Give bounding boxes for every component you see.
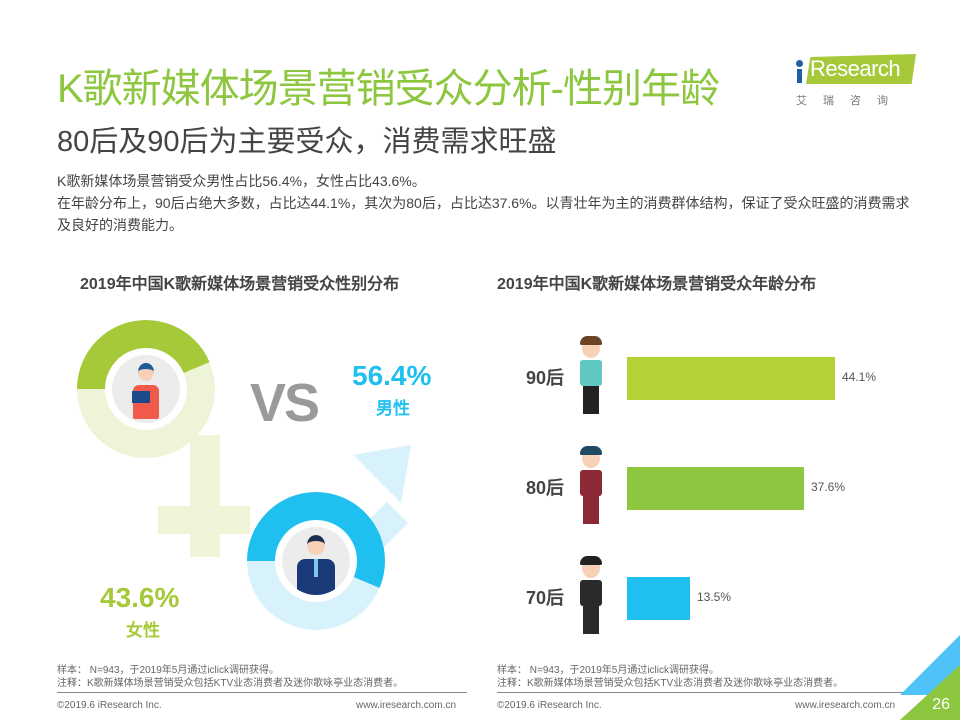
age-bar	[627, 357, 835, 400]
website-link-left[interactable]: www.iresearch.com.cn	[356, 700, 457, 711]
footnote-left: 样本： N=943，于2019年5月通过iclick调研获得。 注释：K歌新媒体…	[57, 664, 403, 690]
person-torso	[580, 470, 602, 496]
logo-text: Research	[810, 56, 901, 81]
male-avatar-icon	[282, 527, 350, 595]
logo-i-dot-icon	[796, 60, 803, 67]
male-symbol-arrow-head-icon	[352, 420, 436, 504]
person-legs	[583, 606, 599, 634]
female-percentage: 43.6%	[100, 582, 180, 613]
female-avatar-head	[138, 363, 154, 381]
age-chart: 90后 44.1% 80后 37.6% 70后 13.5%	[500, 320, 920, 640]
female-label: 女性	[126, 621, 160, 640]
male-donut	[247, 492, 385, 630]
sample-note: 样本： N=943，于2019年5月通过iclick调研获得。	[497, 665, 719, 676]
female-donut	[77, 320, 215, 458]
summary-line-gender: K歌新媒体场景营销受众男性占比56.4%，女性占比43.6%。	[57, 173, 426, 189]
corner-green-triangle	[900, 665, 960, 720]
female-symbol-stem	[190, 435, 220, 557]
age-bar-value: 37.6%	[811, 480, 846, 494]
age-bar	[627, 467, 804, 510]
age-label: 80后	[526, 478, 565, 498]
age-bar-value: 13.5%	[697, 590, 732, 604]
age-row-90s: 90后 44.1%	[500, 330, 920, 420]
age-bar-value: 44.1%	[842, 370, 877, 384]
definition-note: 注释：K歌新媒体场景营销受众包括KTV业态消费者及迷你歌咏亭业态消费者。	[57, 678, 404, 689]
person-torso	[580, 580, 602, 606]
iresearch-logo: Research 艾瑞咨询	[792, 50, 922, 110]
female-donut-hole	[105, 348, 187, 430]
age-row-80s: 80后 37.6%	[500, 440, 920, 530]
male-avatar-head	[307, 535, 325, 555]
age-bar	[627, 577, 690, 620]
person-80s-icon	[576, 446, 606, 526]
copyright-left: ©2019.6 iResearch Inc.	[57, 700, 162, 711]
definition-note: 注释：K歌新媒体场景营销受众包括KTV业态消费者及迷你歌咏亭业态消费者。	[497, 678, 844, 689]
page-title: K歌新媒体场景营销受众分析-性别年龄	[57, 67, 720, 111]
female-symbol-cross	[158, 506, 250, 534]
age-row-70s: 70后 13.5%	[500, 550, 920, 640]
male-donut-hole	[275, 520, 357, 602]
summary-text: K歌新媒体场景营销受众男性占比56.4%，女性占比43.6%。 在年龄分布上，9…	[57, 170, 917, 236]
gender-chart-title: 2019年中国K歌新媒体场景营销受众性别分布	[80, 276, 400, 293]
age-label: 70后	[526, 588, 565, 608]
footnote-right: 样本： N=943，于2019年5月通过iclick调研获得。 注释：K歌新媒体…	[497, 664, 843, 690]
vs-label: VS	[250, 373, 320, 433]
male-percentage: 56.4%	[352, 360, 432, 391]
male-avatar-tie	[314, 559, 318, 577]
age-label: 90后	[526, 368, 565, 388]
person-70s-icon	[576, 556, 606, 636]
person-legs	[583, 386, 599, 414]
person-legs	[583, 496, 599, 524]
footer-divider-left	[57, 692, 467, 693]
logo-cn-text: 艾瑞咨询	[796, 95, 904, 107]
person-torso	[580, 360, 602, 386]
age-chart-title: 2019年中国K歌新媒体场景营销受众年龄分布	[497, 276, 817, 293]
footer-divider-right	[497, 692, 907, 693]
logo-badge	[806, 54, 916, 84]
website-link-right[interactable]: www.iresearch.com.cn	[795, 700, 896, 711]
logo-i-stem-icon	[797, 69, 802, 83]
person-hair	[580, 336, 602, 345]
person-hair	[580, 446, 602, 455]
page-subtitle: 80后及90后为主要受众，消费需求旺盛	[57, 126, 557, 158]
corner-decoration: 26	[900, 635, 960, 720]
female-avatar-icon	[112, 355, 180, 423]
copyright-right: ©2019.6 iResearch Inc.	[497, 700, 602, 711]
female-avatar-tablet	[132, 391, 150, 403]
sample-note: 样本： N=943，于2019年5月通过iclick调研获得。	[57, 665, 279, 676]
summary-line-age: 在年龄分布上，90后占绝大多数，占比达44.1%，其次为80后，占比达37.6%…	[57, 195, 910, 233]
male-label: 男性	[376, 399, 410, 418]
page-number: 26	[932, 696, 950, 713]
person-90s-icon	[576, 336, 606, 416]
gender-chart: VS 56.4% 男性 43.6% 女性	[60, 310, 480, 650]
person-hair	[580, 556, 602, 565]
